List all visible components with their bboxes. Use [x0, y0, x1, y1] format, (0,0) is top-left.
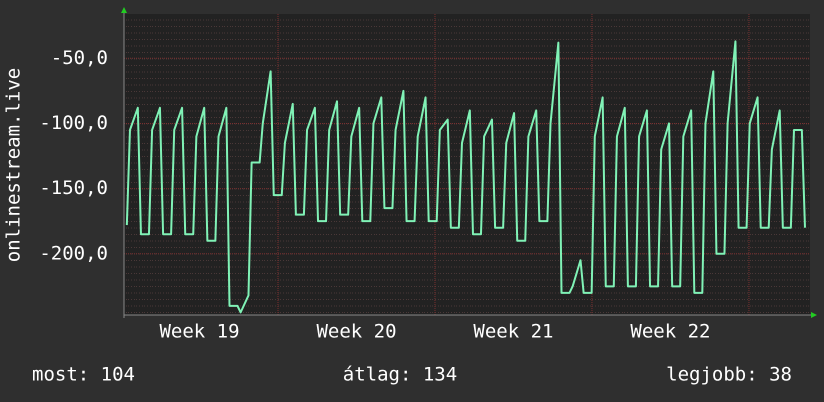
y-tick-label: -150,0 — [39, 177, 108, 199]
y-tick-label: -100,0 — [39, 112, 108, 134]
x-tick-label: Week 21 — [473, 321, 553, 343]
footer-average: átlag: 134 — [343, 364, 457, 386]
x-arrow — [811, 312, 817, 318]
footer-best: legjobb: 38 — [666, 364, 792, 386]
footer-current: most: 104 — [32, 364, 135, 386]
x-tick-label: Week 20 — [316, 321, 396, 343]
y-axis-label: onlinestream.live — [3, 68, 25, 262]
x-tick-label: Week 22 — [630, 321, 710, 343]
x-tick-label: Week 19 — [159, 321, 239, 343]
marks — [125, 40, 806, 314]
y-tick-label: -200,0 — [39, 242, 108, 264]
y-arrow — [121, 7, 127, 13]
minor-grid — [124, 14, 810, 315]
data-line — [125, 40, 806, 314]
grid — [124, 14, 810, 315]
y-tick-label: -50,0 — [51, 47, 108, 69]
